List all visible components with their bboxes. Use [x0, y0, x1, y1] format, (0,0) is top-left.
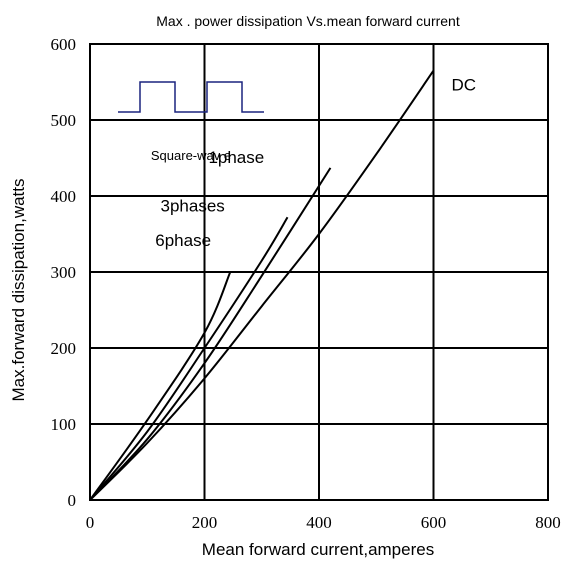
series-line-dc [89, 70, 435, 501]
x-ticks: 0 200 400 600 800 [86, 513, 561, 532]
y-ticks: 0 100 200 300 400 500 600 [51, 35, 77, 510]
series-line-3phases [89, 216, 289, 501]
y-tick-label: 300 [51, 263, 77, 282]
y-tick-label: 600 [51, 35, 77, 54]
x-tick-label: 0 [86, 513, 95, 532]
square-wave-inset: Square-wav e [118, 81, 264, 163]
series-labels: DC 1phase 3phases 6phase [155, 76, 476, 250]
x-tick-label: 400 [306, 513, 332, 532]
y-tick-label: 500 [51, 111, 77, 130]
series-lines [89, 70, 435, 501]
x-tick-label: 600 [421, 513, 447, 532]
x-tick-label: 200 [192, 513, 218, 532]
plot-frame [89, 43, 549, 501]
y-tick-label: 200 [51, 339, 77, 358]
series-label-1phase: 1phase [208, 148, 264, 167]
series-line-6phase [89, 271, 232, 501]
series-line-1phase [89, 167, 332, 501]
square-wave-icon [118, 81, 264, 113]
series-label-3phases: 3phases [161, 196, 225, 215]
y-tick-label: 400 [51, 187, 77, 206]
chart-title: Max . power dissipation Vs.mean forward … [156, 13, 460, 29]
inset-label: Square-wav e [151, 148, 231, 163]
series-label-6phase: 6phase [155, 231, 211, 250]
y-tick-label: 0 [68, 491, 77, 510]
x-tick-label: 800 [535, 513, 561, 532]
y-axis-label: Max.forward dissipation,watts [9, 179, 28, 402]
series-label-dc: DC [452, 76, 477, 95]
x-axis-label: Mean forward current,amperes [202, 540, 434, 559]
y-tick-label: 100 [51, 415, 77, 434]
